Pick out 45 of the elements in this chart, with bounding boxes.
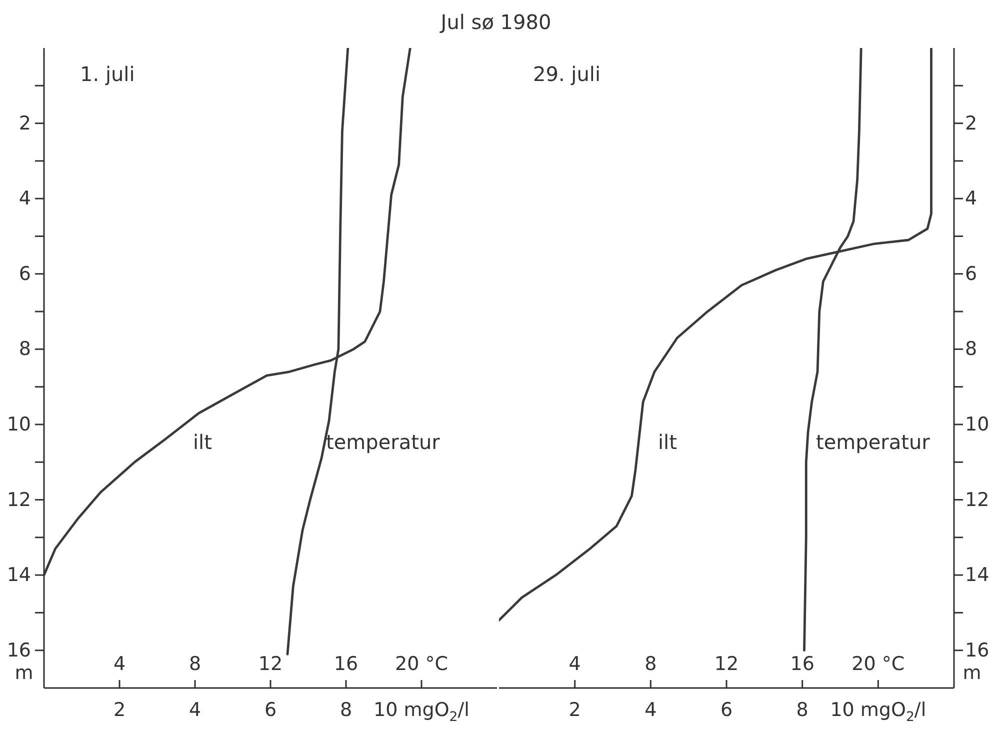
series-label: temperatur [326,430,440,454]
y-tick-label: 10 [965,413,990,436]
x2-tick-label: 4 [568,653,581,675]
y-tick-label: 8 [965,338,978,360]
x-tick-label: 6 [720,699,733,721]
y-tick-label: 2 [965,112,978,134]
chart-title: Jul sø 1980 [438,10,552,34]
y-tick-label: 6 [965,262,978,285]
x2-tick-label: 12 [258,653,283,675]
y-tick-label: 12 [965,488,990,511]
y-tick-label: 6 [18,262,31,285]
y-tick-label: 12 [6,488,31,511]
x-tick-label: 10 mgO$_{2}$/l [374,699,470,725]
x-tick-label: 4 [644,699,657,721]
y-tick-label: 10 [6,413,31,436]
y-axis-title: m [962,662,982,684]
y-tick-label: 8 [18,338,31,360]
x-tick-label: 10 mgO$_{2}$/l [830,699,926,725]
y-tick-label: 4 [965,188,978,210]
y-tick-label: 14 [6,564,31,586]
x2-tick-label: 12 [714,653,739,675]
y-tick-label: 16 [965,639,990,662]
x-tick-label: 4 [188,699,202,721]
x-tick-label: 8 [796,699,808,721]
series-label: ilt [193,430,212,454]
y-tick-label: 14 [965,564,990,586]
x2-tick-label: 20 °C [852,653,905,675]
y-tick-label: 16 [6,639,31,662]
x-tick-label: 6 [264,699,277,721]
x-tick-label: 2 [568,699,581,721]
x2-tick-label: 16 [334,653,358,675]
x2-tick-label: 16 [790,653,814,675]
x-tick-label: 2 [113,699,126,721]
x-tick-label: 8 [340,699,352,721]
x2-tick-label: 20 °C [395,653,448,675]
annotation: 1. juli [80,62,135,86]
y-axis-title: m [14,662,34,684]
x2-tick-label: 4 [113,653,126,675]
series-label: temperatur [816,430,930,454]
x2-tick-label: 8 [188,653,202,675]
series-label: ilt [658,430,677,454]
x2-tick-label: 8 [644,653,657,675]
y-tick-label: 4 [18,188,31,210]
y-tick-label: 2 [18,112,31,134]
annotation: 29. juli [533,62,601,86]
